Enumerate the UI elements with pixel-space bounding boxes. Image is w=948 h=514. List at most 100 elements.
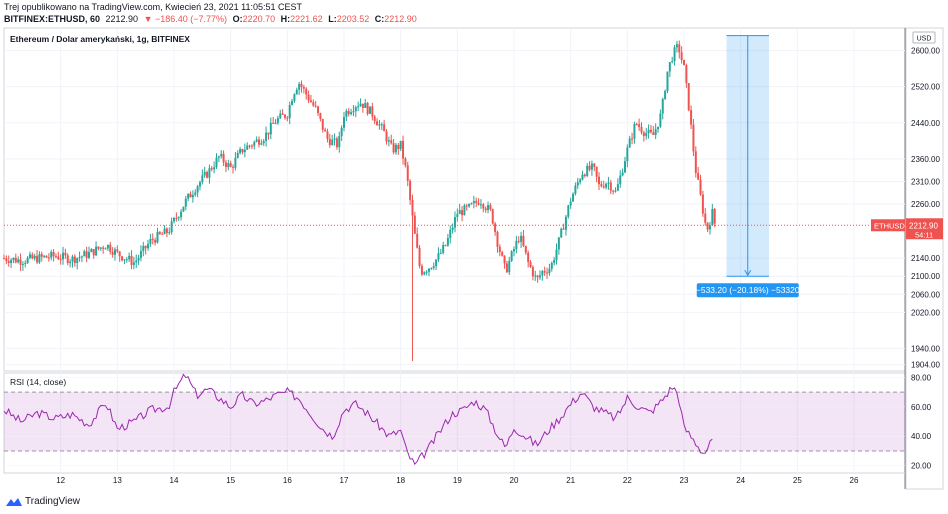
high-label: H: bbox=[280, 14, 291, 24]
candle-down bbox=[392, 143, 395, 153]
candle-down bbox=[232, 166, 235, 168]
candle-up bbox=[423, 272, 426, 275]
candle-up bbox=[510, 251, 513, 261]
candle-up bbox=[78, 257, 81, 259]
candle-down bbox=[418, 247, 421, 266]
candle-up bbox=[574, 185, 577, 194]
candle-up bbox=[76, 258, 79, 264]
candle-up bbox=[33, 255, 36, 259]
candle-down bbox=[283, 114, 286, 118]
candle-down bbox=[314, 105, 317, 107]
candle-down bbox=[371, 106, 374, 117]
candle-down bbox=[307, 94, 310, 101]
candle-down bbox=[309, 100, 312, 103]
candle-up bbox=[364, 103, 367, 108]
candle-up bbox=[298, 83, 301, 90]
candle-up bbox=[69, 261, 72, 264]
candle-up bbox=[132, 262, 135, 265]
candle-up bbox=[515, 240, 518, 250]
candle-up bbox=[541, 271, 544, 276]
rsi-line bbox=[3, 373, 713, 466]
price-pane[interactable] bbox=[3, 27, 906, 372]
candle-up bbox=[201, 175, 204, 183]
candle-down bbox=[376, 121, 379, 126]
candle-up bbox=[243, 149, 246, 153]
candle-up bbox=[553, 259, 556, 263]
candle-down bbox=[222, 153, 225, 163]
candle-down bbox=[404, 158, 407, 166]
candle-down bbox=[598, 176, 600, 185]
candle-down bbox=[583, 174, 586, 176]
candle-up bbox=[675, 44, 678, 48]
rsi-y-tick-label: 60.00 bbox=[911, 403, 932, 412]
candle-up bbox=[83, 251, 86, 257]
candle-up bbox=[90, 249, 93, 253]
candle-down bbox=[286, 117, 289, 119]
candle-up bbox=[26, 257, 29, 263]
candle-up bbox=[708, 225, 711, 230]
candle-up bbox=[71, 256, 74, 262]
candle-up bbox=[276, 118, 279, 124]
candle-up bbox=[215, 157, 218, 168]
candle-up bbox=[135, 260, 138, 263]
y-tick-label: 1904.00 bbox=[911, 361, 940, 370]
candle-down bbox=[411, 199, 414, 216]
candle-up bbox=[220, 153, 223, 157]
candle-down bbox=[45, 255, 48, 258]
axis-frame bbox=[905, 27, 944, 490]
candle-down bbox=[501, 252, 504, 256]
candle-down bbox=[258, 139, 260, 145]
symbol-badge bbox=[871, 219, 905, 232]
candle-up bbox=[425, 271, 428, 273]
candle-down bbox=[326, 131, 329, 139]
candle-up bbox=[142, 245, 145, 252]
candle-up bbox=[513, 249, 515, 252]
candle-down bbox=[161, 233, 164, 235]
candle-up bbox=[661, 98, 664, 114]
candle-down bbox=[324, 129, 327, 132]
candle-down bbox=[390, 140, 393, 144]
y-tick-label: 2140.00 bbox=[911, 254, 940, 263]
candle-down bbox=[241, 149, 244, 153]
candle-up bbox=[38, 254, 41, 263]
candle-down bbox=[175, 218, 178, 220]
candle-up bbox=[255, 139, 258, 142]
candle-down bbox=[697, 172, 700, 180]
candle-down bbox=[444, 245, 447, 247]
candle-up bbox=[442, 245, 445, 253]
rsi-pane[interactable] bbox=[3, 372, 906, 474]
candle-up bbox=[128, 255, 131, 260]
candle-up bbox=[331, 139, 334, 146]
candle-up bbox=[208, 168, 211, 178]
candle-up bbox=[80, 256, 83, 258]
candle-up bbox=[217, 156, 220, 158]
candle-down bbox=[116, 249, 119, 252]
candle-down bbox=[683, 59, 685, 66]
high-value: 2221.62 bbox=[290, 14, 323, 24]
candle-up bbox=[62, 252, 65, 260]
candle-up bbox=[430, 267, 433, 269]
candle-up bbox=[43, 255, 46, 257]
currency-label: USD bbox=[917, 36, 932, 43]
x-tick-label: 17 bbox=[340, 476, 349, 485]
candle-down bbox=[272, 122, 275, 124]
candle-up bbox=[569, 201, 572, 206]
candle-down bbox=[154, 239, 157, 243]
candle-up bbox=[95, 246, 98, 256]
brand-name: TradingView bbox=[25, 496, 81, 507]
candle-down bbox=[118, 251, 121, 257]
candle-down bbox=[189, 193, 192, 198]
candle-down bbox=[328, 138, 331, 146]
candle-up bbox=[378, 124, 381, 126]
candle-up bbox=[170, 221, 173, 233]
currency-box[interactable] bbox=[912, 31, 936, 44]
candle-down bbox=[321, 118, 324, 130]
candle-up bbox=[104, 248, 107, 250]
candle-up bbox=[196, 186, 199, 193]
countdown-label: 54:11 bbox=[915, 230, 933, 239]
candle-up bbox=[456, 214, 459, 218]
y-tick-label: 2360.00 bbox=[911, 155, 940, 164]
candle-down bbox=[482, 204, 485, 209]
candle-down bbox=[699, 179, 702, 195]
